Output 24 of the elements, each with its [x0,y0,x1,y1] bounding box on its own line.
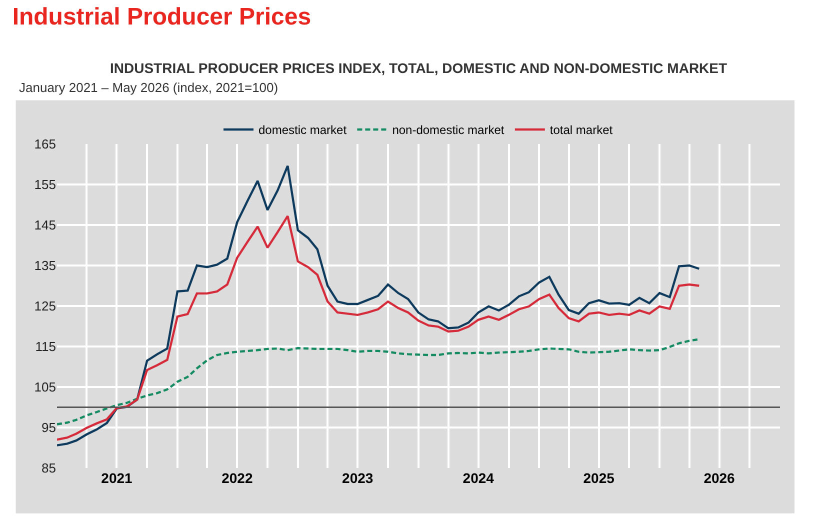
text: January 2021 – May 2026 (index, 2021=100) [19,80,278,95]
line-series [57,338,700,426]
line-series [57,164,700,446]
y-tick-label: 145 [34,218,56,233]
x-tick-label: 2022 [222,470,253,486]
y-tick-label: 155 [34,177,56,192]
y-tick-label: 105 [34,380,56,395]
y-tick-label: 85 [42,460,56,476]
legend-label: domestic market [258,123,348,138]
line-series [57,214,700,441]
y-tick-label: 125 [34,298,56,314]
y-tick-label: 115 [35,339,56,354]
y-tick-label: 135 [34,258,56,274]
x-tick-label: 2025 [583,470,615,486]
x-tick-label: 2026 [704,470,736,486]
x-tick-label: 2021 [101,470,133,486]
chart-subtitle: INDUSTRIAL PRODUCER PRICES INDEX, TOTAL, DOMESTIC AND NON-DOMESTIC MARKET [110,60,728,76]
legend-label: total market [550,123,614,138]
x-tick-label: 2023 [342,470,374,486]
x-tick-label: 2024 [462,470,494,486]
y-tick-label: 95 [42,420,56,436]
y-tick-label: 165 [34,136,56,152]
chart-title: Industrial Producer Prices [12,4,312,31]
legend-label: non-domestic market [392,123,505,138]
